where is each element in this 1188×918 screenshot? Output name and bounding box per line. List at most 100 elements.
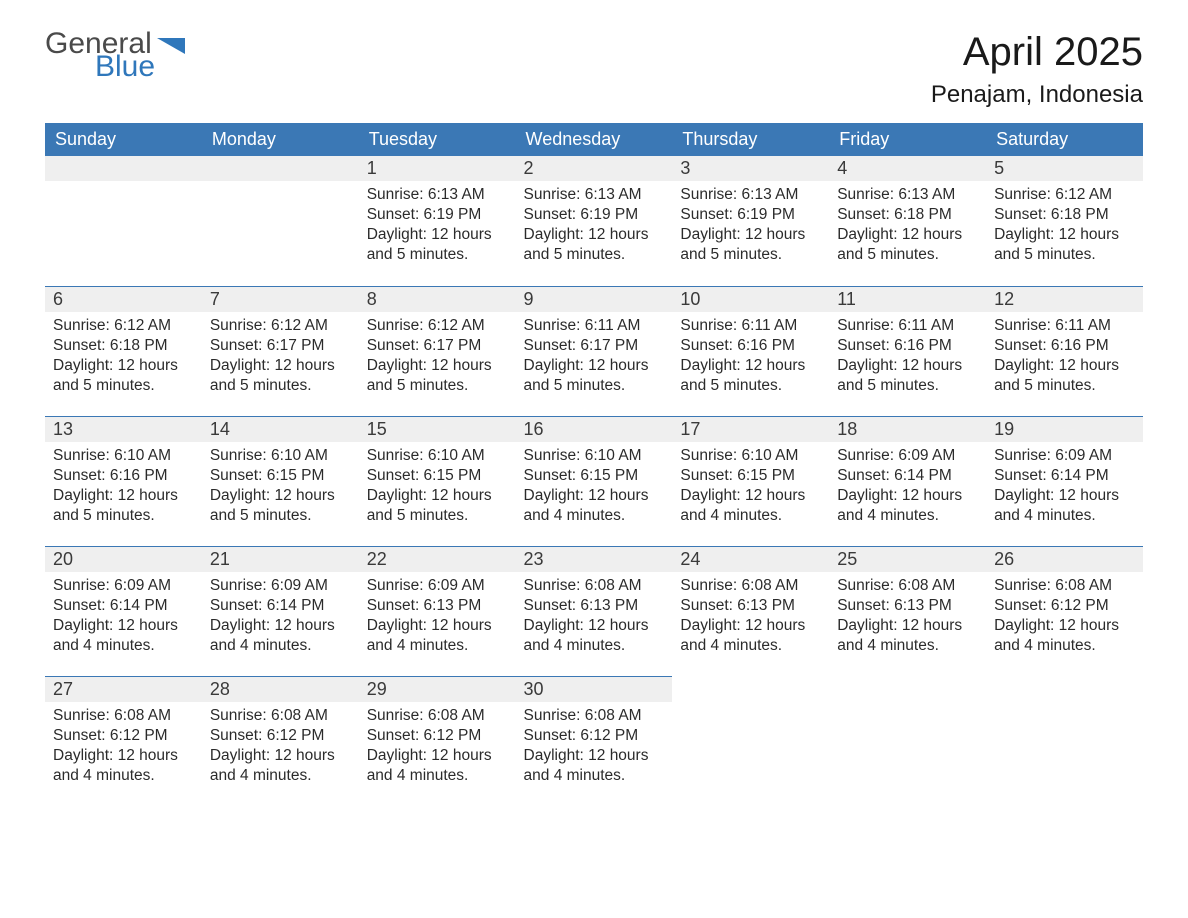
- day-content: Sunrise: 6:08 AMSunset: 6:12 PMDaylight:…: [202, 702, 359, 787]
- daylight-text: Daylight: 12 hours and 4 minutes.: [837, 616, 978, 656]
- sunset-text: Sunset: 6:14 PM: [210, 596, 351, 616]
- day-content: Sunrise: 6:08 AMSunset: 6:12 PMDaylight:…: [45, 702, 202, 787]
- day-number: 16: [516, 416, 673, 442]
- sunrise-text: Sunrise: 6:13 AM: [837, 185, 978, 205]
- day-cell: 7Sunrise: 6:12 AMSunset: 6:17 PMDaylight…: [202, 286, 359, 416]
- daylight-text: Daylight: 12 hours and 4 minutes.: [837, 486, 978, 526]
- sunset-text: Sunset: 6:13 PM: [524, 596, 665, 616]
- daylight-text: Daylight: 12 hours and 5 minutes.: [994, 225, 1135, 265]
- sunset-text: Sunset: 6:15 PM: [367, 466, 508, 486]
- sunset-text: Sunset: 6:16 PM: [837, 336, 978, 356]
- sunset-text: Sunset: 6:12 PM: [994, 596, 1135, 616]
- sunrise-text: Sunrise: 6:10 AM: [367, 446, 508, 466]
- sunrise-text: Sunrise: 6:11 AM: [994, 316, 1135, 336]
- day-content: Sunrise: 6:08 AMSunset: 6:13 PMDaylight:…: [672, 572, 829, 657]
- daylight-text: Daylight: 12 hours and 5 minutes.: [210, 356, 351, 396]
- day-number: 30: [516, 676, 673, 702]
- weekday-header: Sunday: [45, 123, 202, 156]
- sunrise-text: Sunrise: 6:10 AM: [210, 446, 351, 466]
- day-cell: 5Sunrise: 6:12 AMSunset: 6:18 PMDaylight…: [986, 156, 1143, 286]
- sunrise-text: Sunrise: 6:09 AM: [53, 576, 194, 596]
- sunrise-text: Sunrise: 6:10 AM: [524, 446, 665, 466]
- day-content: Sunrise: 6:10 AMSunset: 6:16 PMDaylight:…: [45, 442, 202, 527]
- sunrise-text: Sunrise: 6:12 AM: [53, 316, 194, 336]
- day-cell: 15Sunrise: 6:10 AMSunset: 6:15 PMDayligh…: [359, 416, 516, 546]
- day-number: 4: [829, 156, 986, 181]
- day-cell: 0: [45, 156, 202, 286]
- weekday-header: Wednesday: [516, 123, 673, 156]
- daylight-text: Daylight: 12 hours and 4 minutes.: [680, 486, 821, 526]
- week-row: 6Sunrise: 6:12 AMSunset: 6:18 PMDaylight…: [45, 286, 1143, 416]
- week-row: 20Sunrise: 6:09 AMSunset: 6:14 PMDayligh…: [45, 546, 1143, 676]
- sunrise-text: Sunrise: 6:09 AM: [994, 446, 1135, 466]
- day-number: 9: [516, 286, 673, 312]
- day-cell: 4Sunrise: 6:13 AMSunset: 6:18 PMDaylight…: [829, 156, 986, 286]
- day-number: 10: [672, 286, 829, 312]
- daylight-text: Daylight: 12 hours and 5 minutes.: [367, 356, 508, 396]
- sunrise-text: Sunrise: 6:08 AM: [994, 576, 1135, 596]
- day-content: Sunrise: 6:13 AMSunset: 6:19 PMDaylight:…: [359, 181, 516, 266]
- daylight-text: Daylight: 12 hours and 5 minutes.: [837, 356, 978, 396]
- day-number: 22: [359, 546, 516, 572]
- day-number: 14: [202, 416, 359, 442]
- daylight-text: Daylight: 12 hours and 4 minutes.: [367, 616, 508, 656]
- day-content: Sunrise: 6:11 AMSunset: 6:16 PMDaylight:…: [672, 312, 829, 397]
- sunset-text: Sunset: 6:19 PM: [367, 205, 508, 225]
- day-cell: 0: [829, 676, 986, 806]
- logo: General Blue: [45, 30, 185, 81]
- sunrise-text: Sunrise: 6:10 AM: [680, 446, 821, 466]
- day-content: Sunrise: 6:11 AMSunset: 6:17 PMDaylight:…: [516, 312, 673, 397]
- sunrise-text: Sunrise: 6:08 AM: [53, 706, 194, 726]
- day-cell: 0: [202, 156, 359, 286]
- day-number: 8: [359, 286, 516, 312]
- weekday-header: Saturday: [986, 123, 1143, 156]
- day-content: Sunrise: 6:12 AMSunset: 6:18 PMDaylight:…: [45, 312, 202, 397]
- sunrise-text: Sunrise: 6:08 AM: [524, 576, 665, 596]
- day-cell: 25Sunrise: 6:08 AMSunset: 6:13 PMDayligh…: [829, 546, 986, 676]
- week-row: 001Sunrise: 6:13 AMSunset: 6:19 PMDaylig…: [45, 156, 1143, 286]
- sunrise-text: Sunrise: 6:08 AM: [210, 706, 351, 726]
- day-cell: 9Sunrise: 6:11 AMSunset: 6:17 PMDaylight…: [516, 286, 673, 416]
- sunset-text: Sunset: 6:14 PM: [53, 596, 194, 616]
- day-cell: 16Sunrise: 6:10 AMSunset: 6:15 PMDayligh…: [516, 416, 673, 546]
- daylight-text: Daylight: 12 hours and 5 minutes.: [524, 356, 665, 396]
- day-content: Sunrise: 6:08 AMSunset: 6:13 PMDaylight:…: [516, 572, 673, 657]
- logo-flag-icon: [157, 38, 185, 58]
- day-number: 17: [672, 416, 829, 442]
- day-number: 1: [359, 156, 516, 181]
- day-content: Sunrise: 6:10 AMSunset: 6:15 PMDaylight:…: [672, 442, 829, 527]
- sunrise-text: Sunrise: 6:11 AM: [680, 316, 821, 336]
- sunrise-text: Sunrise: 6:08 AM: [524, 706, 665, 726]
- day-content: Sunrise: 6:11 AMSunset: 6:16 PMDaylight:…: [986, 312, 1143, 397]
- sunrise-text: Sunrise: 6:09 AM: [837, 446, 978, 466]
- sunrise-text: Sunrise: 6:12 AM: [994, 185, 1135, 205]
- sunrise-text: Sunrise: 6:11 AM: [837, 316, 978, 336]
- week-row: 27Sunrise: 6:08 AMSunset: 6:12 PMDayligh…: [45, 676, 1143, 806]
- sunset-text: Sunset: 6:19 PM: [524, 205, 665, 225]
- month-title: April 2025: [931, 30, 1143, 75]
- daylight-text: Daylight: 12 hours and 4 minutes.: [53, 616, 194, 656]
- day-number: 2: [516, 156, 673, 181]
- sunset-text: Sunset: 6:14 PM: [837, 466, 978, 486]
- sunrise-text: Sunrise: 6:08 AM: [680, 576, 821, 596]
- weekday-header: Friday: [829, 123, 986, 156]
- day-cell: 20Sunrise: 6:09 AMSunset: 6:14 PMDayligh…: [45, 546, 202, 676]
- day-number: 3: [672, 156, 829, 181]
- sunset-text: Sunset: 6:16 PM: [53, 466, 194, 486]
- sunset-text: Sunset: 6:17 PM: [524, 336, 665, 356]
- day-cell: 0: [672, 676, 829, 806]
- sunrise-text: Sunrise: 6:11 AM: [524, 316, 665, 336]
- day-number: 18: [829, 416, 986, 442]
- sunset-text: Sunset: 6:12 PM: [367, 726, 508, 746]
- day-cell: 28Sunrise: 6:08 AMSunset: 6:12 PMDayligh…: [202, 676, 359, 806]
- day-number: 26: [986, 546, 1143, 572]
- daylight-text: Daylight: 12 hours and 5 minutes.: [524, 225, 665, 265]
- sunrise-text: Sunrise: 6:12 AM: [210, 316, 351, 336]
- title-group: April 2025 Penajam, Indonesia: [931, 30, 1143, 119]
- daylight-text: Daylight: 12 hours and 5 minutes.: [994, 356, 1135, 396]
- daylight-text: Daylight: 12 hours and 4 minutes.: [367, 746, 508, 786]
- sunset-text: Sunset: 6:12 PM: [524, 726, 665, 746]
- sunset-text: Sunset: 6:14 PM: [994, 466, 1135, 486]
- day-number: 6: [45, 286, 202, 312]
- day-cell: 29Sunrise: 6:08 AMSunset: 6:12 PMDayligh…: [359, 676, 516, 806]
